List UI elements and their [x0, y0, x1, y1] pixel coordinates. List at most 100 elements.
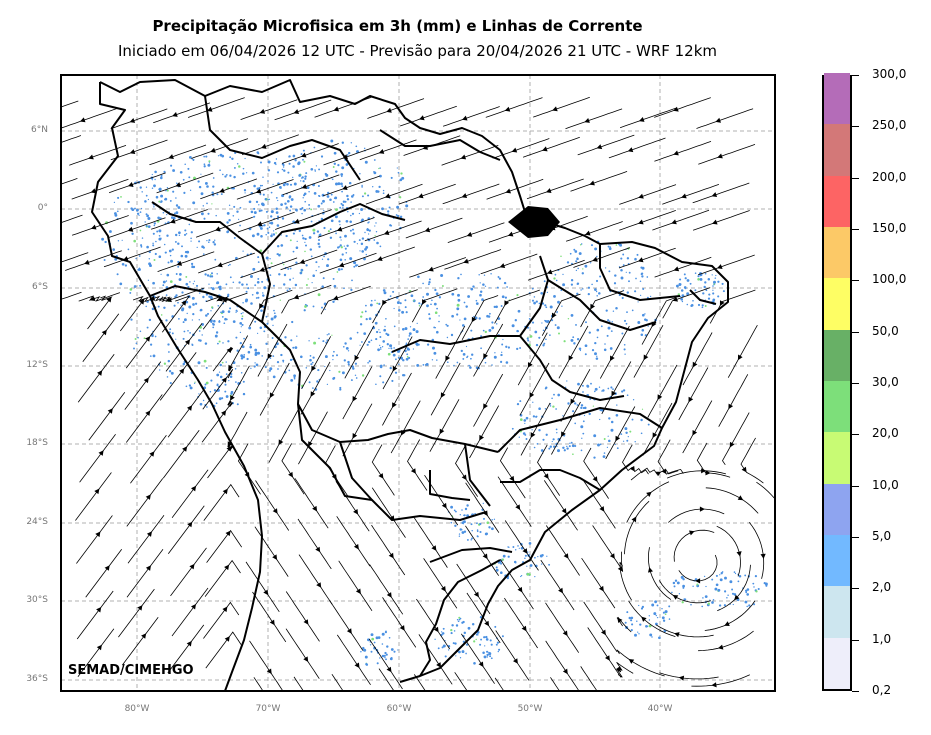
- streamline: [108, 217, 166, 238]
- rain-cell: [486, 521, 490, 524]
- streamline-arrow: [342, 185, 348, 190]
- rain-cell: [649, 633, 653, 637]
- streamline: [691, 674, 750, 687]
- streamline-arrow: [439, 428, 445, 435]
- streamline-arrow: [724, 621, 730, 626]
- rain-cell: [594, 247, 598, 251]
- streamline: [195, 216, 253, 238]
- streamline: [149, 144, 207, 166]
- rain-cell: [479, 530, 482, 534]
- rain-cell: [114, 213, 118, 217]
- rain-cell: [379, 344, 381, 347]
- rain-cell: [293, 182, 297, 186]
- rain-cell: [647, 423, 650, 426]
- rain-cell: [724, 590, 727, 593]
- rain-cell: [603, 438, 606, 440]
- rain-cell: [255, 297, 258, 299]
- streamline: [619, 210, 676, 231]
- rain-cell: [361, 237, 365, 240]
- rain-cell: [480, 347, 482, 350]
- rain-cell: [230, 373, 233, 375]
- streamline: [717, 564, 751, 612]
- rain-cell: [351, 279, 353, 282]
- rain-cell: [529, 564, 533, 567]
- rain-cell: [363, 332, 367, 335]
- rain-cell: [133, 285, 137, 288]
- streamline: [461, 295, 499, 340]
- rain-cell: [501, 558, 505, 561]
- rain-cell: [341, 185, 344, 188]
- rain-cell: [489, 655, 492, 658]
- rain-cell: [615, 307, 618, 310]
- rain-cell: [590, 382, 592, 385]
- streamline-arrow: [646, 491, 652, 497]
- streamline-arrow: [96, 644, 102, 651]
- rain-cell: [186, 312, 188, 315]
- rain-cell: [350, 142, 352, 144]
- rain-cell: [476, 530, 479, 533]
- streamline: [187, 97, 245, 118]
- continent-outline: [91, 79, 729, 691]
- rain-cell: [345, 251, 348, 254]
- rain-cell: [674, 579, 678, 582]
- rain-cell: [257, 256, 260, 259]
- rain-cell: [310, 363, 313, 366]
- rain-cell: [257, 351, 261, 355]
- rain-cell: [147, 279, 150, 281]
- rain-cell: [599, 275, 602, 278]
- rain-cell: [325, 173, 329, 177]
- streamline-arrow: [128, 182, 134, 187]
- streamline: [626, 481, 670, 523]
- rain-cell: [623, 348, 626, 351]
- streamline: [198, 252, 255, 274]
- rain-cell: [460, 528, 463, 531]
- rain-cell: [358, 239, 361, 242]
- rain-cell: [344, 247, 347, 250]
- rain-cell: [398, 363, 400, 366]
- rain-cell: [388, 347, 390, 350]
- streamline-arrow: [563, 553, 569, 559]
- lon-tick-label: 50°W: [517, 704, 543, 714]
- streamline: [191, 138, 249, 159]
- rain-cell: [341, 166, 345, 170]
- streamline: [336, 516, 371, 567]
- streamline: [533, 96, 590, 118]
- rain-cell: [329, 236, 333, 240]
- rain-cell: [456, 361, 459, 364]
- rain-cell: [484, 330, 487, 334]
- rain-cell: [603, 348, 607, 352]
- rain-cell: [275, 197, 278, 199]
- rain-cell: [399, 215, 403, 219]
- rain-cell: [360, 242, 364, 246]
- rain-cell: [433, 326, 436, 329]
- rain-cell: [543, 342, 546, 345]
- rain-cell: [459, 657, 462, 659]
- rain-cell: [324, 355, 328, 359]
- rain-cell: [531, 429, 533, 431]
- rain-cell: [715, 574, 718, 577]
- rain-cell: [265, 256, 269, 260]
- rain-cell: [474, 512, 476, 515]
- rain-cell: [558, 332, 560, 335]
- rain-cell: [531, 287, 534, 290]
- streamline-arrow: [189, 563, 195, 570]
- streamline-arrow: [483, 353, 488, 359]
- rain-cell: [333, 284, 337, 288]
- rain-cell: [232, 187, 236, 190]
- streamline: [678, 554, 718, 582]
- rain-cell: [438, 296, 442, 299]
- streamline-arrow: [352, 396, 358, 402]
- rain-cell: [392, 353, 396, 357]
- rain-cell: [241, 315, 244, 318]
- rain-cell: [514, 549, 517, 551]
- rain-cell: [680, 289, 684, 292]
- rain-cell: [628, 616, 632, 620]
- rain-cell: [476, 522, 478, 525]
- streamline-arrow: [611, 390, 617, 397]
- streamline-arrow: [255, 188, 262, 194]
- rain-cell: [284, 202, 287, 205]
- rain-cell: [247, 350, 251, 354]
- rain-cell: [500, 571, 503, 574]
- rain-cell: [335, 182, 338, 186]
- rain-cell: [703, 285, 706, 289]
